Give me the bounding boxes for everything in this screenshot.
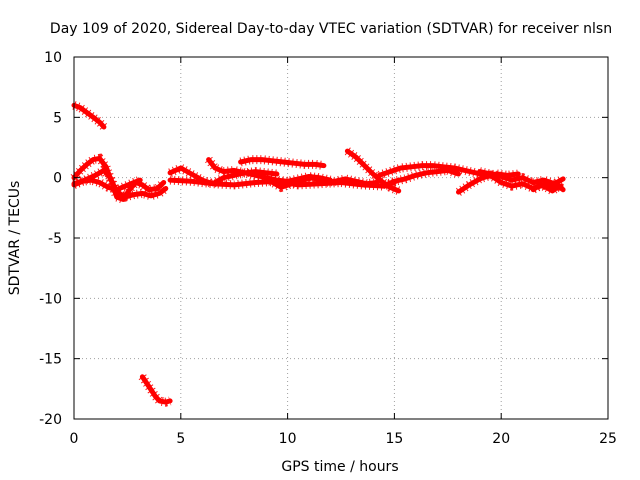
series-arc9 bbox=[238, 157, 327, 169]
x-tick-label: 25 bbox=[599, 431, 617, 447]
series-arc11-points bbox=[344, 147, 401, 196]
x-tick-label: 15 bbox=[385, 431, 403, 447]
y-tick-label: 0 bbox=[53, 171, 62, 187]
series-arc1 bbox=[71, 102, 107, 130]
y-tick-label: 5 bbox=[53, 110, 62, 126]
series-arc8-points bbox=[205, 156, 278, 179]
x-axis-title: GPS time / hours bbox=[281, 459, 398, 475]
series-arc15-points bbox=[478, 167, 566, 189]
series-arc4-points bbox=[72, 175, 142, 195]
chart-title: Day 109 of 2020, Sidereal Day-to-day VTE… bbox=[50, 21, 612, 37]
axes: 0 5 10 15 20 25 -20 -15 -10 -5 0 5 10 bbox=[39, 50, 617, 447]
series-arc13-points bbox=[384, 165, 460, 190]
series-arc3-points bbox=[72, 164, 169, 202]
y-tick-label: -5 bbox=[48, 231, 62, 247]
y-axis-title: SDTVAR / TECUs bbox=[7, 181, 23, 296]
x-tick-label: 20 bbox=[492, 431, 510, 447]
y-tick-label: 10 bbox=[44, 50, 62, 66]
y-tick-label: -15 bbox=[39, 352, 62, 368]
y-tick-label: -10 bbox=[39, 291, 62, 307]
x-tick-label: 10 bbox=[279, 431, 297, 447]
series-arc10 bbox=[268, 175, 380, 190]
series-arc12-points bbox=[377, 161, 519, 180]
data-layer bbox=[70, 101, 567, 407]
x-tick-label: 0 bbox=[70, 431, 79, 447]
series-arc5-points bbox=[138, 374, 172, 407]
series-arc16 bbox=[530, 182, 566, 194]
grid bbox=[74, 57, 608, 419]
series-arc14-points bbox=[455, 170, 563, 196]
y-tick-label: -20 bbox=[39, 412, 62, 428]
x-tick-label: 5 bbox=[176, 431, 185, 447]
